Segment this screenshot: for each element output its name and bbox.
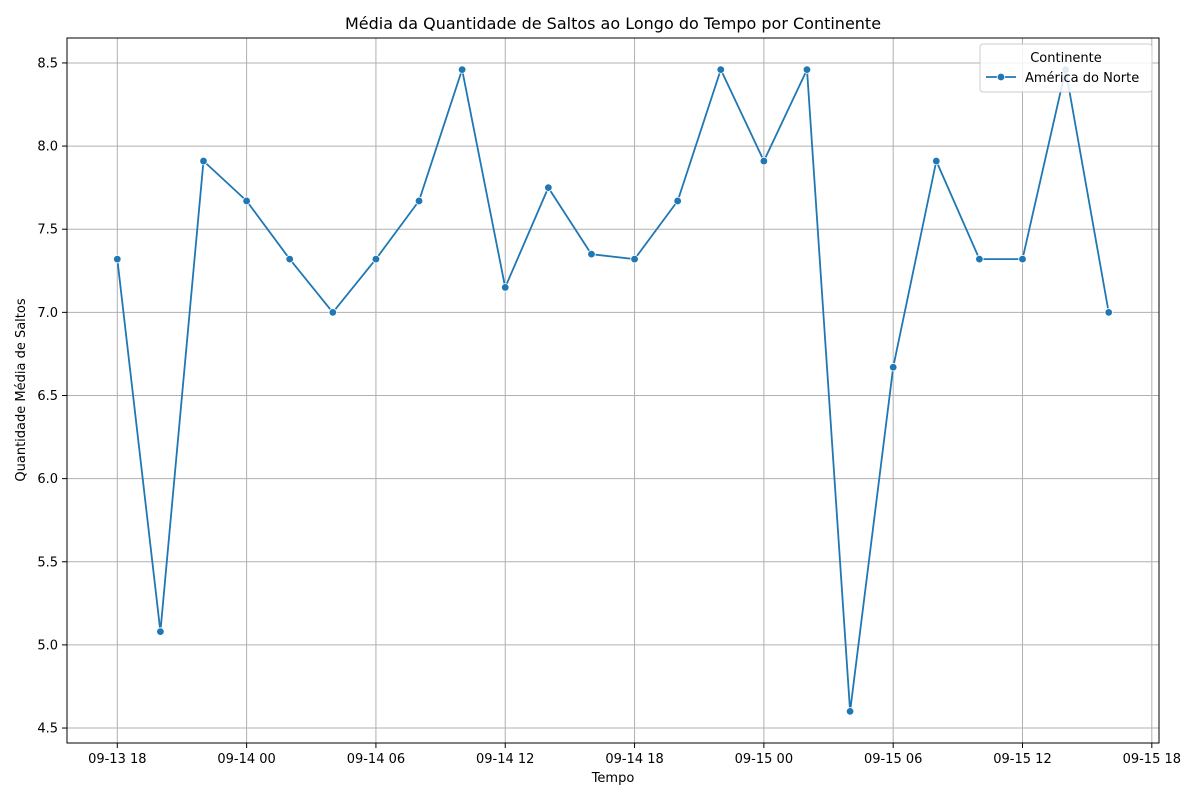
data-point [759,156,769,166]
plot-frame [66,37,1160,744]
x-tick-label: 09-14 06 [347,752,405,767]
y-tick-label: 5.0 [37,638,58,653]
x-tick-label: 09-15 06 [864,752,922,767]
y-axis-label: Quantidade Média de Saltos [14,298,29,481]
series-line [116,68,1110,713]
data-point [457,65,467,74]
legend-dot-marker [996,72,1006,82]
y-tick-label: 7.0 [37,306,58,321]
legend-box [979,43,1153,93]
y-tick-label: 6.5 [37,389,58,404]
data-point [888,363,898,372]
series-layer [113,65,1113,716]
y-tick-label: 5.5 [37,555,58,570]
data-point [630,254,639,264]
y-tick-label: 8.0 [37,140,58,155]
grid-lines [67,38,1159,743]
data-point [802,65,812,74]
x-tick-label: 09-15 18 [1123,752,1181,767]
data-point [716,65,725,74]
legend-title: Continente [1030,51,1102,66]
data-point [1018,254,1027,264]
data-point [975,254,984,264]
x-tick-label: 09-14 12 [476,752,534,767]
data-point [199,156,208,166]
x-tick-label: 09-13 18 [88,752,146,767]
data-point [328,308,338,317]
data-point [544,183,553,192]
x-tick-label: 09-14 18 [605,752,663,767]
legend: Continente América do Norte [979,43,1153,93]
data-point [242,196,251,206]
data-point [673,196,682,206]
chart-title: Média da Quantidade de Saltos ao Longo d… [345,14,881,33]
y-tick-label: 8.5 [37,56,58,71]
data-point [587,249,596,259]
data-point [113,254,122,264]
legend-entry-label: América do Norte [1025,71,1139,86]
x-axis: 09-13 18 09-14 00 09-14 06 09-14 12 09-14 18… [88,743,1181,767]
data-point [371,254,381,264]
x-tick-label: 09-14 00 [217,752,275,767]
data-point [845,707,855,716]
data-point [1104,308,1113,317]
data-point [285,254,294,264]
y-tick-label: 6.0 [37,472,58,487]
data-point [156,627,165,636]
x-axis-label: Tempo [591,771,635,786]
y-tick-label: 4.5 [37,722,58,737]
data-point [501,283,510,292]
x-tick-label: 09-15 12 [993,752,1051,767]
data-point [414,196,424,206]
y-axis: 4.5 5.0 5.5 6.0 6.5 7.0 7.5 8.0 8.5 [37,56,67,737]
x-tick-label: 09-15 00 [735,752,793,767]
y-tick-label: 7.5 [37,223,58,238]
data-point [932,156,941,166]
